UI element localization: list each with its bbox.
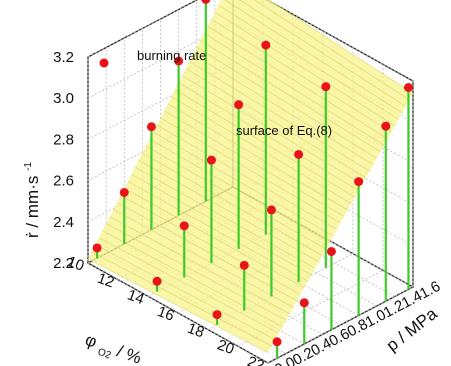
data-point: [119, 188, 129, 197]
x-axis-subscript: O2: [96, 347, 113, 362]
x-tick-label: 18: [185, 320, 206, 342]
surface-mesh-line: [131, 174, 312, 276]
svg-text:φ O2 / %: φ O2 / %: [81, 330, 144, 366]
surface-mesh-line: [109, 216, 290, 315]
data-point: [234, 100, 244, 110]
x-axis-unit: %: [123, 345, 144, 366]
data-point: [212, 310, 222, 320]
surface-mesh-line: [124, 188, 305, 289]
surface-mesh-line: [268, 0, 414, 94]
y-gridline: [87, 57, 269, 364]
surface-mesh-line: [102, 230, 283, 328]
data-point: [354, 177, 364, 187]
surface-mesh-line: [200, 40, 381, 152]
data-point: [152, 276, 162, 286]
surface-mesh-line: [91, 251, 272, 347]
data-point: [326, 246, 336, 256]
surface-fill: [88, 0, 413, 353]
z-axis-unit-exponent: -1: [23, 162, 34, 171]
surface-mesh-line: [116, 202, 298, 302]
surface-mesh-line: [203, 33, 385, 146]
data-point: [294, 149, 304, 159]
legend-label: burning rate: [137, 48, 206, 63]
data-point: [266, 205, 276, 215]
x-tick-label: 10: [65, 253, 86, 275]
surface-mesh-line: [207, 25, 388, 139]
surface-mesh-line: [196, 47, 377, 159]
z-tick-label: 2.4: [53, 214, 74, 231]
data-point: [261, 40, 271, 50]
z-tick-label: 3.2: [53, 49, 74, 66]
surface-mesh-line: [224, 0, 403, 114]
surface-mesh-line: [138, 159, 319, 263]
legend-marker: [99, 58, 109, 68]
surface-mesh-line: [189, 61, 370, 172]
surface-mesh-line: [218, 4, 399, 120]
surface-mesh-line: [142, 152, 323, 256]
surface-mesh-line: [192, 54, 374, 165]
surface-mesh-line: [113, 209, 294, 308]
data-point: [201, 0, 211, 4]
x-tick-label: 22: [245, 353, 266, 366]
data-point: [146, 122, 156, 132]
surface-mesh-line: [182, 75, 363, 185]
surface-mesh-line: [145, 145, 327, 250]
data-point: [321, 82, 331, 92]
surface-mesh-line: [105, 223, 287, 321]
surface-mesh-line: [253, 0, 410, 101]
z-axis-title: ṙ / mm·s -1: [23, 162, 42, 238]
data-point: [92, 243, 102, 253]
surface-mesh-line: [87, 258, 269, 353]
data-points: [92, 0, 413, 347]
data-point: [179, 221, 189, 231]
surface-mesh-line: [153, 131, 334, 237]
data-point: [174, 56, 184, 66]
data-point: [239, 260, 249, 270]
z-tick-label: 3.0: [53, 90, 74, 107]
surface-mesh-line: [160, 117, 341, 224]
surface-mesh-line: [134, 166, 316, 269]
z-tick-label: 2.8: [53, 131, 74, 148]
x-tick-label: 16: [155, 303, 176, 325]
surface-mesh-line: [211, 18, 392, 133]
z-axis-unit: mm·s: [23, 176, 42, 218]
x-tick-label: 14: [125, 286, 146, 308]
data-point: [403, 82, 413, 92]
x-gridline: [267, 81, 414, 364]
data-point: [272, 337, 282, 347]
surface-mesh-line: [167, 103, 348, 211]
svg-text:ṙ / mm·s -: ṙ / mm·s -1: [23, 162, 42, 238]
surface-mesh-line: [95, 244, 276, 340]
x-axis-title: φ O2 / %: [81, 330, 144, 366]
data-point: [381, 121, 391, 131]
z-axis-symbol: ṙ: [23, 232, 42, 238]
surface-mesh-line: [178, 82, 359, 191]
x-tick-label: 20: [215, 336, 236, 358]
surface-mesh-line: [127, 181, 309, 282]
surface-mesh-line: [171, 96, 352, 204]
data-stems: [95, 0, 410, 359]
surface-annotation: surface of Eq.(8): [236, 123, 332, 138]
surface-mesh-line: [156, 124, 338, 230]
x-axis-symbol: φ: [83, 330, 100, 352]
surface-mesh-line: [214, 11, 396, 127]
surface-mesh-line: [98, 237, 280, 334]
data-point: [206, 155, 216, 165]
y-tick-label: 0.2: [290, 344, 316, 366]
surface-mesh-line: [185, 68, 367, 178]
x-tick-label: 12: [95, 270, 116, 292]
data-point: [299, 298, 309, 308]
surface-mesh-line: [239, 0, 406, 107]
z-tick-label: 2.6: [53, 173, 74, 190]
z-tick-label: 2.2: [53, 255, 74, 272]
surface-mesh-line: [163, 110, 345, 217]
